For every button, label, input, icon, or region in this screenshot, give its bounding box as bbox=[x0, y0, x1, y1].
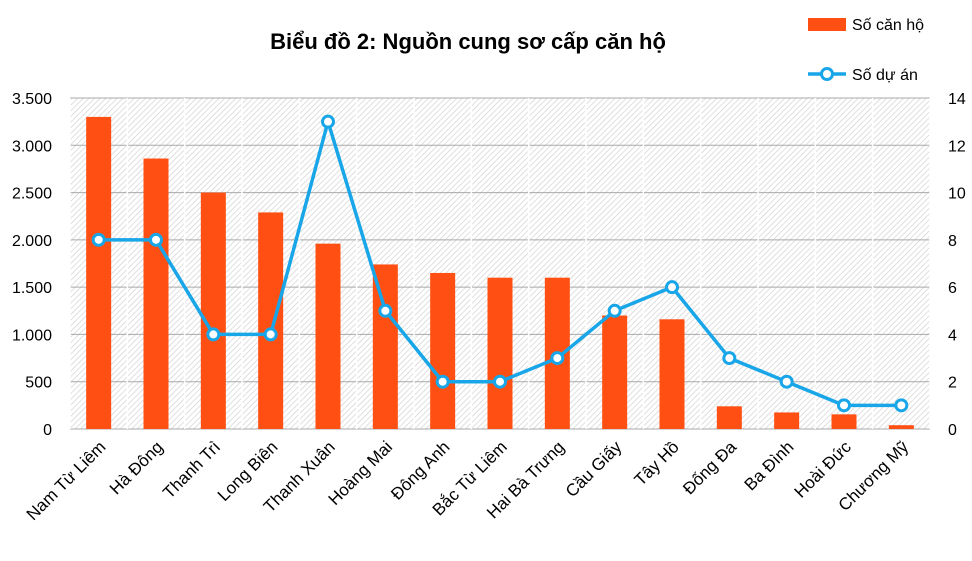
bar bbox=[372, 264, 398, 429]
bar bbox=[315, 243, 341, 429]
bar bbox=[86, 116, 112, 430]
line-point bbox=[779, 374, 794, 389]
category-label: Tây Hồ bbox=[631, 437, 683, 489]
category-label: Ba Đình bbox=[741, 437, 798, 494]
left-tick-label: 1.000 bbox=[12, 327, 52, 344]
right-tick-label: 8 bbox=[948, 233, 957, 250]
category-label: Cầu Giấy bbox=[562, 437, 626, 501]
bar bbox=[143, 158, 169, 430]
legend-bar-swatch bbox=[808, 18, 846, 31]
line-series bbox=[91, 114, 909, 413]
line-point bbox=[435, 374, 450, 389]
left-tick-label: 500 bbox=[25, 375, 52, 392]
left-tick-label: 0 bbox=[43, 422, 52, 439]
left-tick-label: 2.000 bbox=[12, 233, 52, 250]
bar bbox=[716, 406, 742, 429]
right-tick-label: 4 bbox=[948, 327, 957, 344]
bar-series bbox=[86, 116, 914, 430]
line-point bbox=[550, 351, 565, 366]
bar bbox=[659, 319, 685, 429]
right-tick-label: 12 bbox=[948, 138, 966, 155]
line-point bbox=[837, 398, 851, 413]
line-point bbox=[263, 327, 278, 342]
bar bbox=[831, 414, 857, 429]
category-label: Nam Từ Liêm bbox=[23, 437, 110, 524]
legend: Số căn hộ Số dự án bbox=[808, 17, 924, 84]
legend-label-bars: Số căn hộ bbox=[852, 17, 924, 34]
bar bbox=[487, 277, 513, 429]
line-point bbox=[607, 303, 622, 318]
bar bbox=[258, 212, 284, 429]
line-point bbox=[206, 327, 221, 342]
bar bbox=[774, 412, 800, 429]
right-tick-label: 6 bbox=[948, 280, 957, 297]
chart-title: Biểu đồ 2: Nguồn cung sơ cấp căn hộ bbox=[270, 29, 666, 54]
left-tick-label: 3.000 bbox=[12, 138, 52, 155]
left-tick-label: 1.500 bbox=[12, 280, 52, 297]
line-point bbox=[91, 232, 106, 247]
category-label: Đống Đa bbox=[679, 437, 740, 498]
line-point bbox=[722, 351, 737, 366]
line-point bbox=[378, 303, 393, 318]
line-point bbox=[149, 232, 163, 247]
line-point bbox=[894, 398, 909, 413]
left-axis: 0 500 1.000 1.500 2.000 2.500 3.000 3.500 bbox=[12, 91, 52, 439]
bar bbox=[888, 425, 914, 429]
legend-line-marker bbox=[820, 67, 834, 81]
right-tick-label: 0 bbox=[948, 422, 957, 439]
legend-label-line: Số dự án bbox=[852, 67, 918, 84]
left-tick-label: 2.500 bbox=[12, 186, 52, 203]
left-tick-label: 3.500 bbox=[12, 91, 52, 108]
right-tick-label: 2 bbox=[948, 375, 957, 392]
bar bbox=[602, 315, 628, 429]
line-point bbox=[493, 374, 507, 389]
bar bbox=[200, 192, 226, 429]
line-point bbox=[665, 280, 679, 295]
category-label: Hà Đông bbox=[106, 437, 167, 498]
right-tick-label: 10 bbox=[948, 186, 966, 203]
right-tick-label: 14 bbox=[948, 91, 966, 108]
line-point bbox=[321, 114, 335, 129]
bar bbox=[430, 272, 456, 429]
right-axis: 0 2 4 6 8 10 12 14 bbox=[948, 91, 966, 439]
